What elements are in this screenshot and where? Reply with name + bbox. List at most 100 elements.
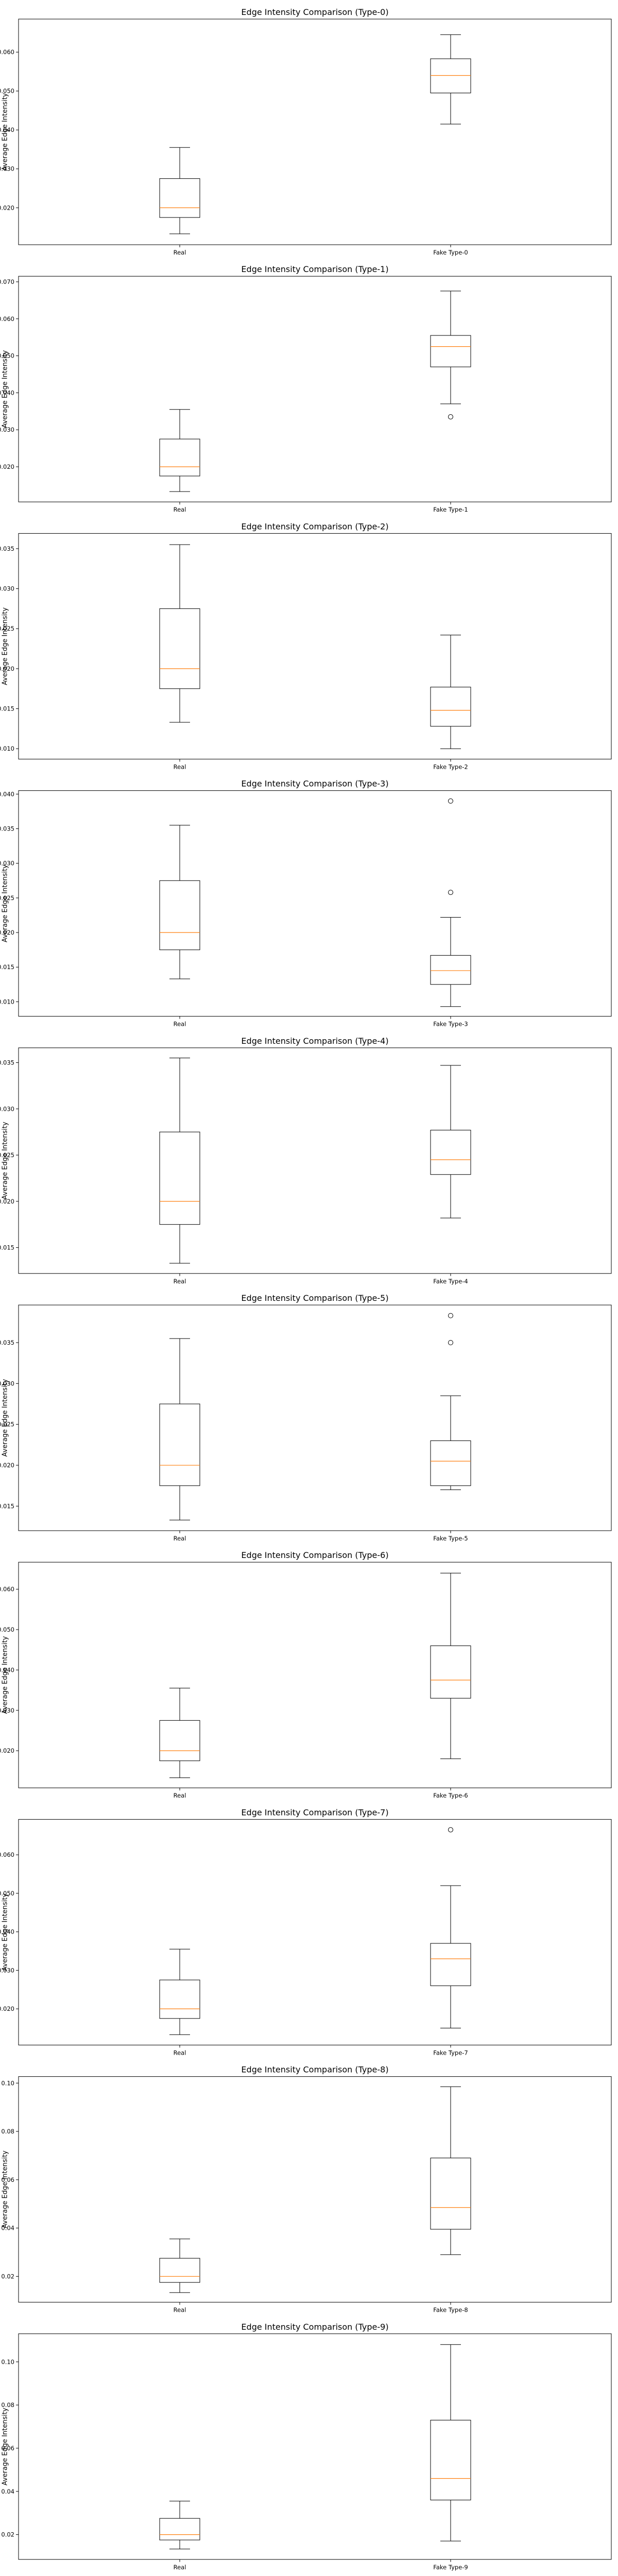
y-tick-label: 0.030 xyxy=(0,1105,14,1112)
x-tick-label: Real xyxy=(174,763,186,770)
box-iqr xyxy=(159,608,200,689)
y-tick-label: 0.040 xyxy=(0,389,14,396)
chart-title: Edge Intensity Comparison (Type-9) xyxy=(241,2322,388,2332)
y-axis-label: Average Edge Intensity xyxy=(2,1636,9,1714)
x-tick-label: Fake Type-9 xyxy=(433,2564,468,2571)
box-iqr xyxy=(159,880,200,951)
axes-frame xyxy=(18,790,612,1017)
x-tick-label: Real xyxy=(174,249,186,256)
outlier-point xyxy=(448,798,453,804)
box-iqr xyxy=(159,438,200,477)
y-tick-label: 0.040 xyxy=(0,1666,14,1673)
y-tick-label: 0.040 xyxy=(0,1928,14,1936)
x-tick-label: Fake Type-7 xyxy=(433,2049,468,2056)
x-tick-label: Real xyxy=(174,506,186,513)
y-tick-label: 0.025 xyxy=(0,894,14,902)
chart-panel-0: Edge Intensity Comparison (Type-0) Averag… xyxy=(0,7,612,256)
axes-frame xyxy=(18,1819,612,2045)
box-iqr xyxy=(430,335,471,367)
y-tick-label: 0.020 xyxy=(0,929,14,936)
x-tick-label: Fake Type-3 xyxy=(433,1021,468,1028)
y-tick-label: 0.030 xyxy=(0,860,14,867)
chart-title: Edge Intensity Comparison (Type-8) xyxy=(241,2065,388,2075)
chart-title: Edge Intensity Comparison (Type-7) xyxy=(241,1807,388,1817)
y-axis-label: Average Edge Intensity xyxy=(2,1893,9,1971)
chart-panel-2: Edge Intensity Comparison (Type-2) Averag… xyxy=(0,521,612,770)
y-tick-label: 0.010 xyxy=(0,745,14,752)
x-tick-label: Real xyxy=(174,1535,186,1542)
y-tick-label: 0.020 xyxy=(0,1198,14,1205)
box-iqr xyxy=(430,955,471,985)
outlier-point xyxy=(448,890,453,895)
y-tick-label: 0.050 xyxy=(0,88,14,95)
y-tick-label: 0.050 xyxy=(0,352,14,360)
x-tick-label: Fake Type-6 xyxy=(433,1792,468,1799)
box-iqr xyxy=(159,2518,200,2540)
box-iqr xyxy=(430,2158,471,2230)
y-axis-label: Average Edge Intensity xyxy=(2,2150,9,2228)
chart-title: Edge Intensity Comparison (Type-1) xyxy=(241,264,388,274)
x-tick-label: Real xyxy=(174,2049,186,2056)
y-tick-label: 0.015 xyxy=(0,1244,14,1251)
y-tick-label: 0.020 xyxy=(0,204,14,211)
x-tick-label: Real xyxy=(174,2307,186,2314)
y-tick-label: 0.02 xyxy=(1,2531,14,2538)
y-tick-label: 0.010 xyxy=(0,998,14,1005)
chart-title: Edge Intensity Comparison (Type-2) xyxy=(241,521,388,531)
axes-frame xyxy=(18,19,612,245)
y-tick-label: 0.08 xyxy=(1,2128,14,2135)
y-tick-label: 0.04 xyxy=(1,2225,14,2232)
x-tick-label: Real xyxy=(174,2564,186,2571)
outlier-point xyxy=(448,1340,453,1345)
outlier-point xyxy=(448,414,453,420)
y-tick-label: 0.025 xyxy=(0,1151,14,1159)
box-iqr xyxy=(159,1979,200,2019)
y-tick-label: 0.030 xyxy=(0,1380,14,1387)
y-tick-label: 0.060 xyxy=(0,1851,14,1858)
y-tick-label: 0.06 xyxy=(1,2176,14,2183)
box-iqr xyxy=(430,2419,471,2501)
chart-panel-6: Edge Intensity Comparison (Type-6) Averag… xyxy=(0,1550,612,1799)
y-tick-label: 0.020 xyxy=(0,2005,14,2012)
y-axis-label: Average Edge Intensity xyxy=(2,865,9,942)
y-axis-label: Average Edge Intensity xyxy=(2,350,9,428)
y-axis-label: Average Edge Intensity xyxy=(2,1122,9,1199)
y-tick-label: 0.040 xyxy=(0,126,14,133)
chart-panel-7: Edge Intensity Comparison (Type-7) Averag… xyxy=(0,1807,612,2056)
chart-panel-3: Edge Intensity Comparison (Type-3) Averag… xyxy=(0,779,612,1028)
y-tick-label: 0.060 xyxy=(0,1586,14,1593)
y-tick-label: 0.025 xyxy=(0,625,14,632)
box-iqr xyxy=(430,687,471,727)
y-tick-label: 0.030 xyxy=(0,585,14,592)
y-tick-label: 0.020 xyxy=(0,1747,14,1754)
y-tick-label: 0.030 xyxy=(0,426,14,433)
x-tick-label: Real xyxy=(174,1792,186,1799)
y-axis-label: Average Edge Intensity xyxy=(2,1379,9,1456)
y-tick-label: 0.030 xyxy=(0,1707,14,1714)
y-tick-label: 0.060 xyxy=(0,315,14,323)
x-tick-label: Fake Type-0 xyxy=(433,249,468,256)
axes-frame xyxy=(18,533,612,759)
y-tick-label: 0.035 xyxy=(0,825,14,832)
box-iqr xyxy=(430,1440,471,1486)
y-tick-label: 0.10 xyxy=(1,2358,14,2365)
box-iqr xyxy=(430,58,471,93)
outlier-point xyxy=(448,1827,453,1833)
y-tick-label: 0.10 xyxy=(1,2079,14,2087)
y-tick-label: 0.030 xyxy=(0,1967,14,1974)
box-iqr xyxy=(159,1131,200,1225)
chart-title: Edge Intensity Comparison (Type-5) xyxy=(241,1293,388,1303)
y-tick-label: 0.015 xyxy=(0,963,14,971)
y-tick-label: 0.06 xyxy=(1,2445,14,2452)
axes-frame xyxy=(18,1304,612,1531)
y-tick-label: 0.040 xyxy=(0,790,14,798)
axes-frame xyxy=(18,1562,612,1788)
y-tick-label: 0.04 xyxy=(1,2488,14,2495)
y-axis-label: Average Edge Intensity xyxy=(2,2408,9,2485)
chart-panel-4: Edge Intensity Comparison (Type-4) Averag… xyxy=(0,1036,612,1285)
chart-panel-5: Edge Intensity Comparison (Type-5) Averag… xyxy=(0,1293,612,1542)
y-tick-label: 0.035 xyxy=(0,1339,14,1346)
x-tick-label: Fake Type-4 xyxy=(433,1278,468,1285)
x-tick-label: Fake Type-1 xyxy=(433,506,468,513)
